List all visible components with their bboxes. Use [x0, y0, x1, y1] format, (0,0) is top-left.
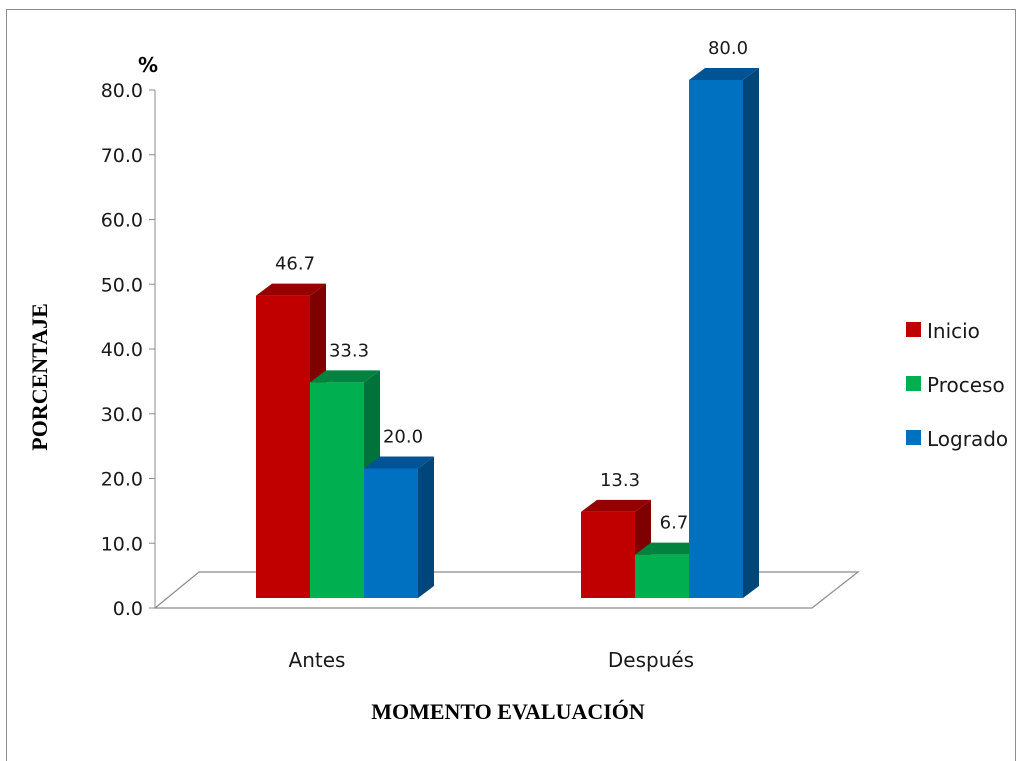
data-labels: 46.7 13.3 33.3 6.7 20.0 80.0	[275, 38, 748, 534]
bar-side	[418, 456, 434, 598]
legend-item-proceso: Proceso	[906, 373, 1005, 397]
bar-front	[256, 295, 310, 598]
bar-side	[743, 68, 759, 598]
bar-top	[581, 499, 651, 512]
bar-front	[581, 511, 635, 598]
bar-top	[256, 283, 326, 296]
data-label: 13.3	[600, 470, 640, 491]
legend-swatch	[906, 376, 921, 391]
x-category-label: Después	[608, 648, 694, 672]
bar-logrado-antes	[364, 456, 434, 598]
legend-item-logrado: Logrado	[906, 427, 1008, 451]
x-category-label: Antes	[289, 648, 346, 672]
bar-front	[689, 80, 743, 598]
y-tick-label: 80.0	[101, 80, 143, 102]
data-label: 80.0	[708, 38, 748, 59]
y-tick-label: 40.0	[101, 339, 143, 361]
y-tick-label: 20.0	[101, 469, 143, 491]
data-label: 6.7	[660, 513, 689, 534]
legend-item-inicio: Inicio	[906, 319, 980, 343]
legend-swatch	[906, 430, 921, 445]
bar-front	[635, 554, 689, 598]
x-axis-categories: Antes Después	[289, 648, 695, 672]
x-axis-title: MOMENTO EVALUACIÓN	[371, 699, 645, 724]
legend-label: Logrado	[927, 427, 1008, 451]
bar-front	[364, 468, 418, 598]
chart-frame	[6, 9, 1016, 761]
y-unit-label: %	[138, 53, 158, 77]
data-label: 20.0	[383, 427, 423, 448]
y-tick-label: 10.0	[101, 533, 143, 555]
legend-label: Inicio	[927, 319, 980, 343]
bar-top	[364, 456, 434, 469]
y-axis: 0.0 10.0 20.0 30.0 40.0 50.0 60.0 70.0 80.0	[101, 80, 156, 620]
y-axis-title: PORCENTAJE	[27, 303, 52, 451]
data-label: 33.3	[329, 340, 369, 361]
chart-floor	[153, 571, 860, 609]
floor-plane	[153, 571, 860, 609]
y-tick-label: 50.0	[101, 274, 143, 296]
legend-label: Proceso	[927, 373, 1005, 397]
bar-front	[310, 382, 364, 598]
y-tick-label: 30.0	[101, 404, 143, 426]
legend: Inicio Proceso Logrado	[906, 319, 1008, 451]
y-tick-label: 0.0	[113, 598, 143, 620]
bar-top	[310, 370, 380, 383]
y-tick-label: 70.0	[101, 145, 143, 167]
bar-top	[635, 542, 705, 555]
bar-inicio-después	[581, 499, 651, 598]
data-label: 46.7	[275, 254, 315, 275]
bars	[256, 68, 759, 598]
bar-top	[689, 68, 759, 80]
bar-logrado-después	[689, 68, 759, 598]
y-tick-label: 60.0	[101, 210, 143, 232]
legend-swatch	[906, 322, 921, 337]
